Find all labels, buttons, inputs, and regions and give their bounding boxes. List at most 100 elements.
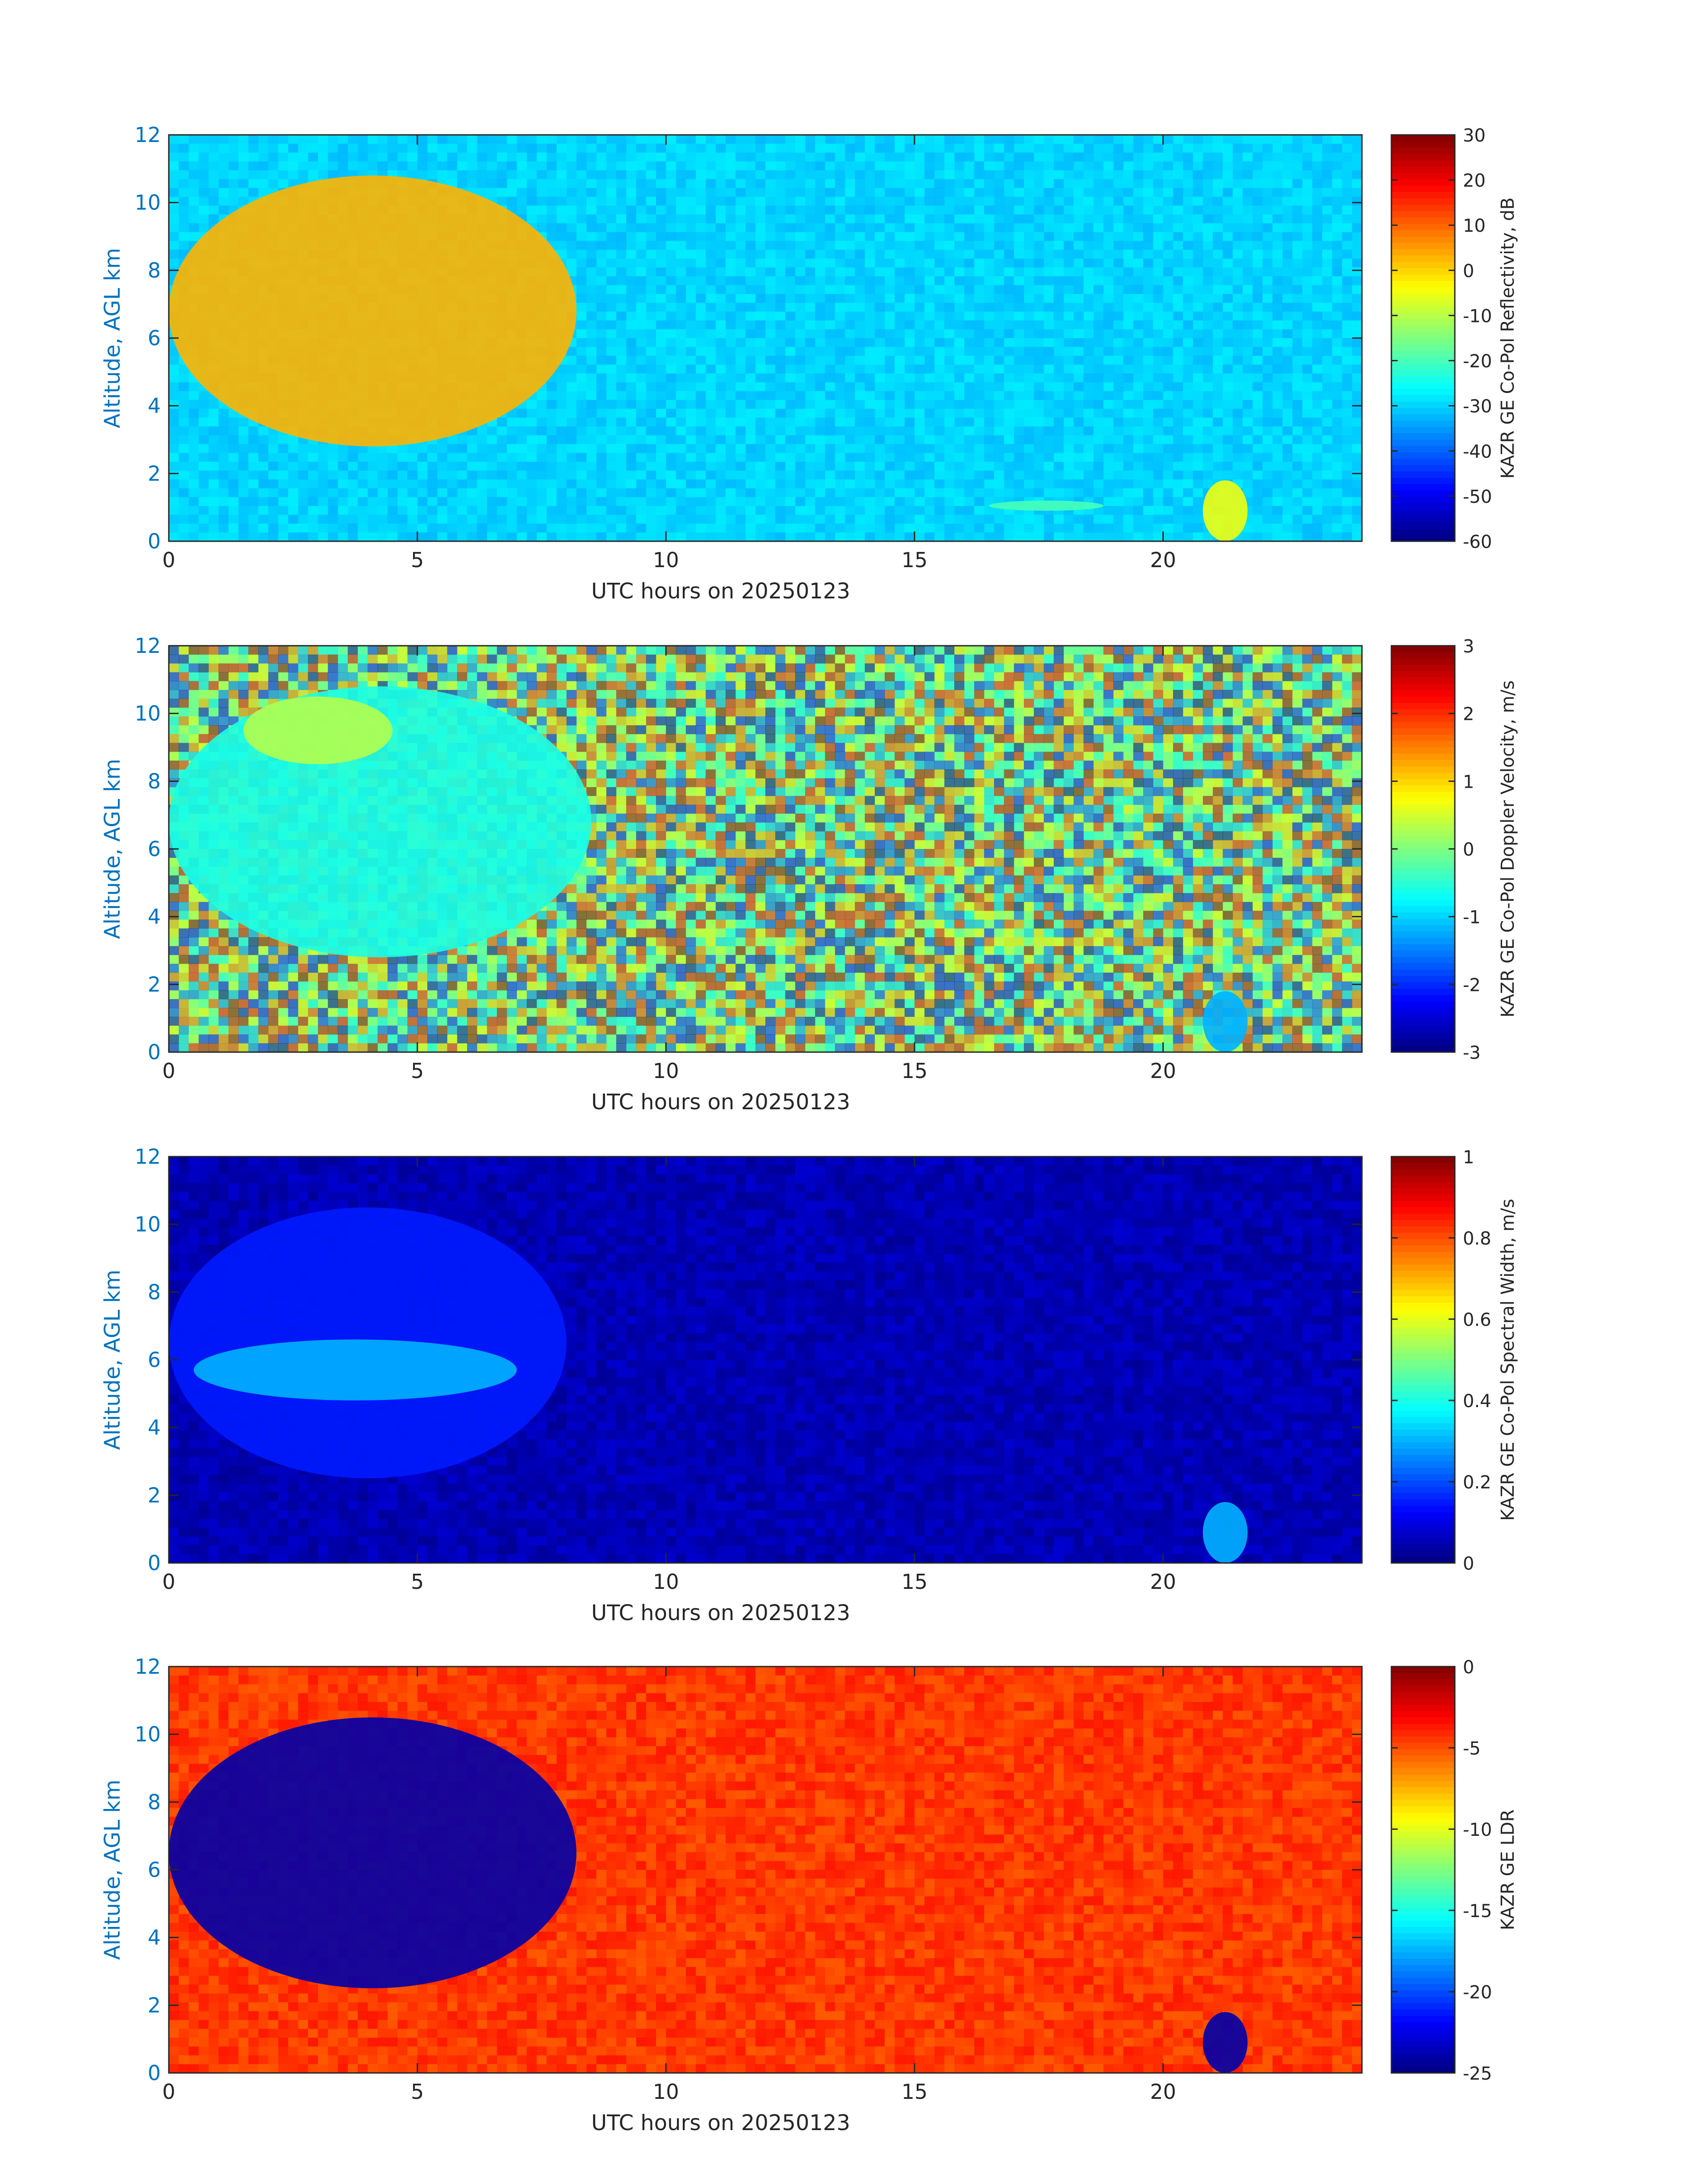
colorbar-tick-label: -3 [1463, 1043, 1481, 1063]
x-axis-label: UTC hours on 20250123 [591, 1090, 850, 1115]
y-tick-label: 10 [134, 702, 161, 726]
colorbar-tick-label: -10 [1463, 306, 1492, 326]
colorbar-tick-label: -20 [1463, 1982, 1492, 2003]
panel-4: 0 5 10 15 20 0 2 4 6 8 10 12 UTC hours on 20250123 Al… [100, 1655, 1518, 2135]
x-tick-label: 0 [162, 548, 175, 572]
colorbar-tick-label: 0 [1463, 1657, 1474, 1678]
x-tick-label: 15 [902, 2080, 928, 2104]
heatmap-field [169, 646, 1362, 1052]
y-axis-label: Altitude, AGL km [100, 1270, 125, 1450]
x-tick-label: 5 [411, 1059, 424, 1083]
y-tick-label: 12 [134, 1655, 161, 1679]
colorbar-tick-label: 2 [1463, 704, 1474, 725]
y-tick-label: 4 [148, 394, 161, 418]
y-tick-label: 0 [148, 1040, 161, 1064]
colorbar-tick-label: -25 [1463, 2064, 1492, 2084]
colorbar-tick-label: -20 [1463, 351, 1492, 372]
colorbar-label: KAZR GE Co-Pol Doppler Velocity, m/s [1498, 681, 1518, 1018]
x-tick-label: 0 [162, 1570, 175, 1594]
colorbar-tick-label: -10 [1463, 1820, 1492, 1840]
y-tick-label: 4 [148, 905, 161, 929]
y-axis-label: Altitude, AGL km [100, 248, 125, 428]
feature-2 [1203, 2012, 1248, 2073]
y-tick-label: 0 [148, 529, 161, 553]
heatmap-field [169, 1157, 1362, 1563]
colorbar-tick-label: 30 [1463, 125, 1486, 146]
y-axis-label: Altitude, AGL km [100, 759, 125, 939]
y-axis-label: Altitude, AGL km [100, 1780, 125, 1960]
feature-3 [1203, 1502, 1248, 1563]
y-tick-label: 6 [148, 326, 161, 350]
y-tick-label: 2 [148, 1993, 161, 2017]
x-tick-label: 20 [1150, 548, 1176, 572]
colorbar-tick-label: 0.2 [1463, 1472, 1491, 1493]
x-tick-label: 15 [902, 1570, 928, 1594]
heatmap-field [169, 1667, 1362, 2073]
colorbar-tick-label: 0 [1463, 840, 1474, 860]
colorbar-tick-label: 0.8 [1463, 1228, 1491, 1249]
y-tick-label: 8 [148, 1790, 161, 1814]
colorbar: 30 20 10 0 -10 -20 -30 -40 -50 -60 KAZR GE Co-Pol … [1391, 125, 1518, 552]
y-tick-label: 10 [134, 1212, 161, 1237]
colorbar-tick-label: 0 [1463, 1554, 1474, 1574]
feature-1 [169, 175, 576, 447]
x-tick-label: 5 [411, 2080, 424, 2104]
x-tick-label: 10 [653, 2080, 679, 2104]
y-tick-label: 2 [148, 1483, 161, 1507]
x-tick-label: 5 [411, 548, 424, 572]
x-tick-label: 10 [653, 1570, 679, 1594]
colorbar-label: KAZR GE Co-Pol Spectral Width, m/s [1498, 1199, 1518, 1521]
colorbar-tick-label: -2 [1463, 975, 1481, 995]
x-tick-label: 20 [1150, 1570, 1176, 1594]
colorbar-tick-label: 20 [1463, 171, 1486, 191]
y-tick-label: 0 [148, 2061, 161, 2085]
y-tick-label: 12 [134, 123, 161, 147]
y-tick-label: 8 [148, 769, 161, 793]
feature-2 [1203, 480, 1248, 541]
colorbar-tick-label: 10 [1463, 216, 1486, 236]
x-tick-label: 0 [162, 1059, 175, 1083]
y-tick-label: 12 [134, 634, 161, 658]
y-tick-label: 6 [148, 1858, 161, 1882]
y-tick-label: 2 [148, 461, 161, 485]
y-tick-label: 10 [134, 191, 161, 215]
x-tick-label: 20 [1150, 2080, 1176, 2104]
x-axis-label: UTC hours on 20250123 [591, 1600, 850, 1625]
y-tick-label: 4 [148, 1416, 161, 1440]
colorbar-tick-label: -15 [1463, 1901, 1492, 1922]
x-axis-label: UTC hours on 20250123 [591, 579, 850, 604]
feature-3 [989, 501, 1104, 511]
colorbar-tick-label: 1 [1463, 1147, 1474, 1168]
y-tick-label: 8 [148, 258, 161, 282]
y-tick-label: 12 [134, 1145, 161, 1169]
colorbar-tick-label: -30 [1463, 397, 1492, 417]
colorbar-tick-label: -60 [1463, 532, 1492, 552]
y-tick-label: 6 [148, 1348, 161, 1372]
x-tick-label: 15 [902, 548, 928, 572]
colorbar-tick-label: 0 [1463, 261, 1474, 281]
colorbar-tick-label: 0.6 [1463, 1310, 1491, 1330]
feature-2 [243, 696, 393, 765]
colorbar: 0 -5 -10 -15 -20 -25 KAZR GE LDR [1391, 1657, 1518, 2084]
x-axis-label: UTC hours on 20250123 [591, 2110, 850, 2135]
panel-1: 0 5 10 15 20 0 2 4 6 8 10 12 UTC hours on 20250123 Al… [100, 123, 1518, 604]
feature-2 [193, 1339, 517, 1400]
colorbar-tick-label: -5 [1463, 1738, 1481, 1759]
x-tick-label: 5 [411, 1570, 424, 1594]
colorbar-tick-label: -1 [1463, 907, 1481, 928]
colorbar-label: KAZR GE Co-Pol Reflectivity, dB [1498, 197, 1518, 479]
colorbar: 3 2 1 0 -1 -2 -3 KAZR GE Co-Pol Doppler Velocit… [1391, 636, 1518, 1063]
colorbar-label: KAZR GE LDR [1498, 1809, 1518, 1930]
colorbar-tick-label: 0.4 [1463, 1391, 1491, 1412]
x-tick-label: 20 [1150, 1059, 1176, 1083]
colorbar-tick-label: -50 [1463, 487, 1492, 507]
feature-3 [1203, 991, 1248, 1052]
y-tick-label: 6 [148, 837, 161, 861]
colorbar-tick-label: -40 [1463, 442, 1492, 462]
y-tick-label: 4 [148, 1926, 161, 1950]
y-tick-label: 10 [134, 1722, 161, 1747]
y-tick-label: 2 [148, 972, 161, 996]
y-tick-label: 0 [148, 1551, 161, 1575]
